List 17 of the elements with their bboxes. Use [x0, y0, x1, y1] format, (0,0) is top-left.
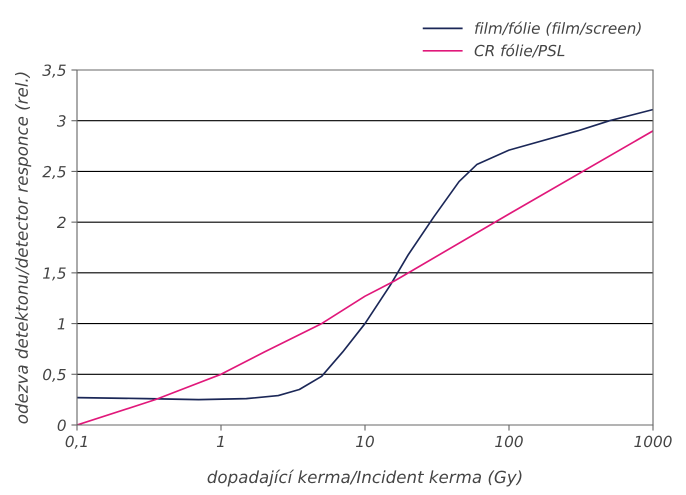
- y-tick-label: 1: [58, 318, 64, 330]
- legend-label: film/fólie (film/screen): [475, 21, 641, 36]
- x-tick-label: 0,1: [66, 436, 87, 449]
- x-tick-label: 100: [495, 436, 523, 448]
- y-tick-label: 2,5: [42, 166, 66, 180]
- x-axis-title: dopadající kerma/Incident kerma (Gy): [208, 470, 522, 486]
- y-axis-title: odezva detektonu/detector responce (rel.): [15, 72, 32, 424]
- x-tick-label: 1: [216, 436, 224, 448]
- y-tick-label: 0,5: [43, 368, 66, 382]
- legend-label: CR fólie/PSL: [474, 44, 564, 58]
- y-tick-label: 1,5: [43, 268, 66, 280]
- y-tick-label: 0: [58, 419, 66, 432]
- x-tick-label: 1000: [634, 436, 672, 448]
- x-tick-label: 10: [356, 436, 374, 448]
- y-tick-label: 3,5: [42, 64, 66, 78]
- y-tick-label: 2: [56, 216, 66, 228]
- y-tick-label: 3: [56, 115, 66, 127]
